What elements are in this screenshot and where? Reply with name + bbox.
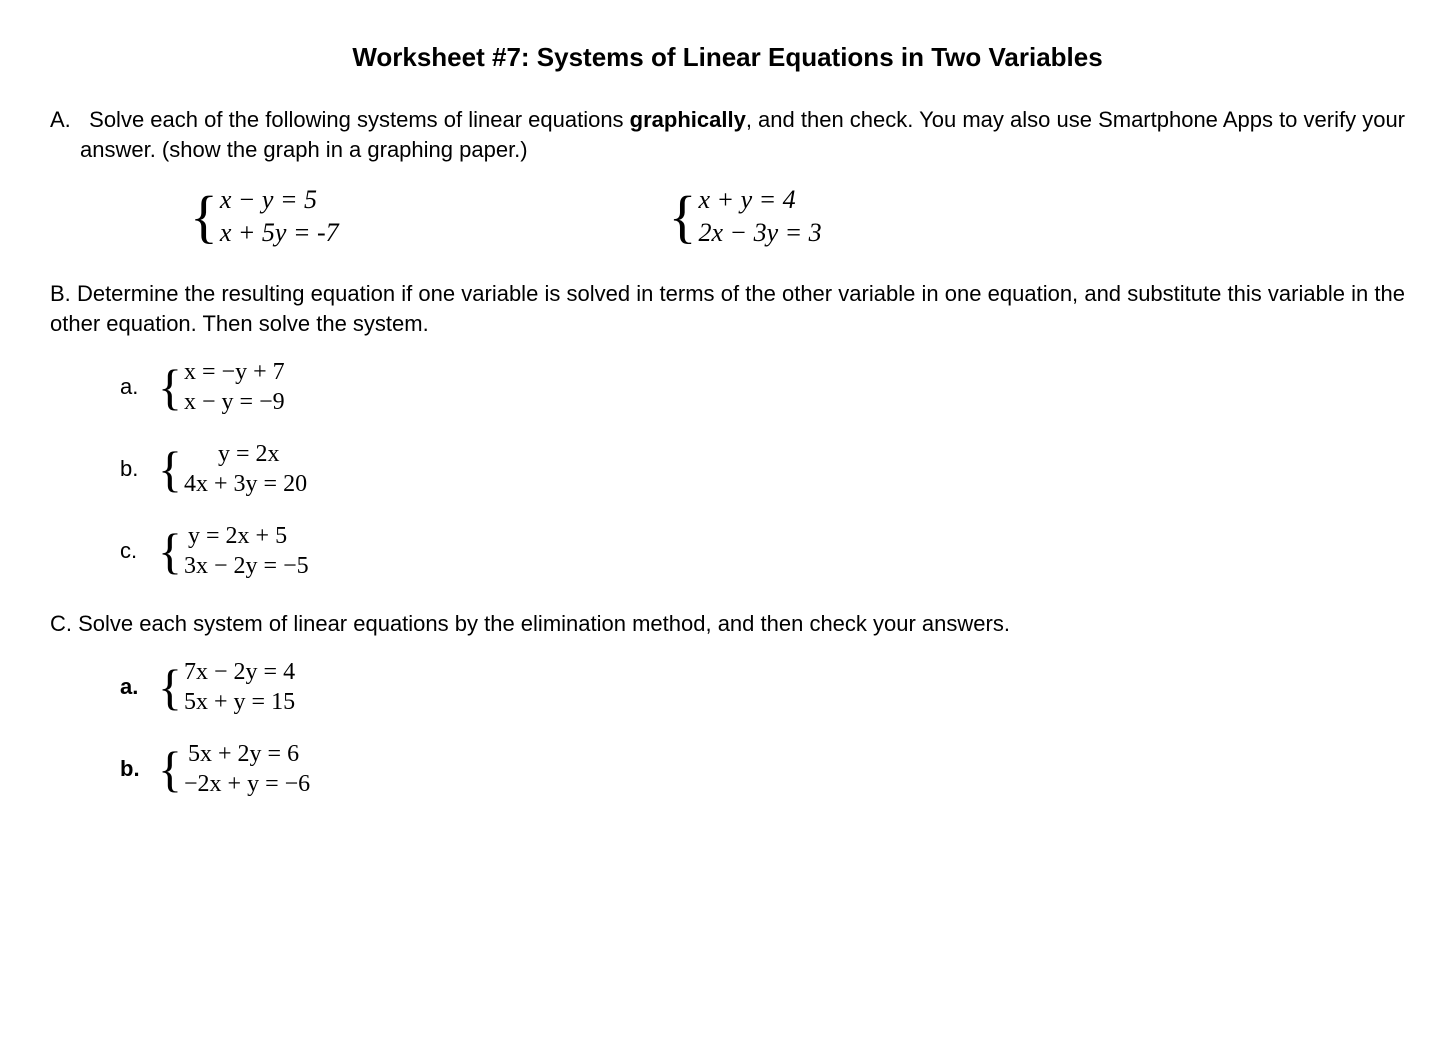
problem-c-b: b. { 5x + 2y = 6 −2x + y = −6 — [120, 739, 1405, 799]
section-a: A. Solve each of the following systems o… — [50, 105, 1405, 249]
brace-icon: { — [158, 367, 182, 407]
problem-label: a. — [120, 372, 148, 402]
eq-a1-line2: x + 5y = -7 — [220, 217, 339, 250]
eq-line: 5x + y = 15 — [184, 687, 295, 717]
eq-line: y = 2x + 5 — [184, 521, 309, 551]
brace-icon: { — [158, 749, 182, 789]
problem-label: b. — [120, 454, 148, 484]
eq-line: x = −y + 7 — [184, 357, 285, 387]
section-a-text-before: Solve each of the following systems of l… — [89, 107, 630, 132]
section-a-system-1: { x − y = 5 x + 5y = -7 — [190, 184, 339, 249]
problem-label: a. — [120, 672, 148, 702]
section-a-label: A. — [50, 107, 71, 132]
section-a-bold: graphically — [630, 107, 746, 132]
system-c-a: { 7x − 2y = 4 5x + y = 15 — [158, 657, 295, 717]
problem-label: b. — [120, 754, 148, 784]
problem-b-a: a. { x = −y + 7 x − y = −9 — [120, 357, 1405, 417]
eq-a2-line2: 2x − 3y = 3 — [699, 217, 822, 250]
problem-b-b: b. { y = 2x 4x + 3y = 20 — [120, 439, 1405, 499]
eq-line: x − y = −9 — [184, 387, 285, 417]
section-b: B. Determine the resulting equation if o… — [50, 279, 1405, 580]
system-b-a: { x = −y + 7 x − y = −9 — [158, 357, 285, 417]
problem-c-a: a. { 7x − 2y = 4 5x + y = 15 — [120, 657, 1405, 717]
problem-b-c: c. { y = 2x + 5 3x − 2y = −5 — [120, 521, 1405, 581]
eq-line: 4x + 3y = 20 — [184, 469, 307, 499]
problem-label: c. — [120, 536, 148, 566]
eq-line: −2x + y = −6 — [184, 769, 310, 799]
brace-icon: { — [190, 194, 218, 240]
section-c-problems: a. { 7x − 2y = 4 5x + y = 15 b. { 5x + 2… — [120, 657, 1405, 799]
eq-a2-line1: x + y = 4 — [699, 184, 822, 217]
section-a-text: A. Solve each of the following systems o… — [50, 105, 1405, 164]
brace-icon: { — [158, 449, 182, 489]
system-b-c: { y = 2x + 5 3x − 2y = −5 — [158, 521, 309, 581]
section-c: C. Solve each system of linear equations… — [50, 609, 1405, 799]
brace-icon: { — [158, 667, 182, 707]
brace-icon: { — [669, 194, 697, 240]
section-c-text: C. Solve each system of linear equations… — [50, 609, 1405, 639]
section-b-problems: a. { x = −y + 7 x − y = −9 b. { y = 2x 4… — [120, 357, 1405, 581]
section-a-equations: { x − y = 5 x + 5y = -7 { x + y = 4 2x −… — [190, 184, 1405, 249]
section-b-text: B. Determine the resulting equation if o… — [50, 279, 1405, 338]
section-a-system-2: { x + y = 4 2x − 3y = 3 — [669, 184, 822, 249]
eq-line: y = 2x — [184, 439, 307, 469]
brace-icon: { — [158, 531, 182, 571]
eq-line: 5x + 2y = 6 — [184, 739, 310, 769]
system-c-b: { 5x + 2y = 6 −2x + y = −6 — [158, 739, 310, 799]
worksheet-title: Worksheet #7: Systems of Linear Equation… — [50, 40, 1405, 75]
eq-line: 7x − 2y = 4 — [184, 657, 295, 687]
system-b-b: { y = 2x 4x + 3y = 20 — [158, 439, 307, 499]
eq-line: 3x − 2y = −5 — [184, 551, 309, 581]
eq-a1-line1: x − y = 5 — [220, 184, 339, 217]
